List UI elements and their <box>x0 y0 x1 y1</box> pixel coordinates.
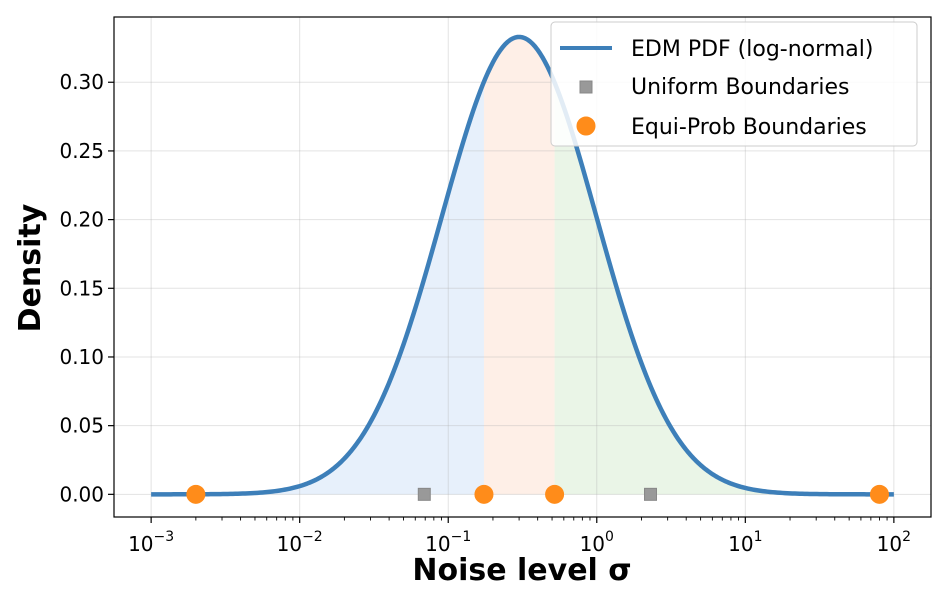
equiprob-boundary-marker-2 <box>474 484 494 504</box>
plot-frame <box>113 16 932 518</box>
legend-label-uniform: Uniform Boundaries <box>631 75 850 100</box>
pdf-curve-layer <box>151 34 894 497</box>
legend-circle-swatch <box>576 116 596 136</box>
equiprob-boundary-marker-1 <box>186 484 206 504</box>
x-tick-label-5: 101 <box>728 529 762 556</box>
x-tick-label-4: 100 <box>580 529 614 556</box>
equiprob-boundary-marker-4 <box>869 484 889 504</box>
uniform-boundary-marker-1 <box>417 487 431 501</box>
y-tick-label-3: 0.10 <box>59 345 104 369</box>
legend: EDM PDF (log-normal) Uniform Boundaries … <box>550 21 918 147</box>
y-tick-label-2: 0.05 <box>59 414 104 438</box>
axis-ticks: 10−3 10−2 10−1 100 101 102 0.00 0.05 0.10 0.15 0.2… <box>59 70 911 556</box>
legend-square-swatch <box>579 80 593 94</box>
shaded-region-2 <box>483 36 555 495</box>
uniform-boundary-marker-2 <box>644 487 658 501</box>
x-axis-label: Noise level σ <box>412 553 631 588</box>
y-tick-label-1: 0.00 <box>59 482 104 506</box>
y-tick-label-4: 0.15 <box>59 276 104 300</box>
x-tick-label-3: 10−1 <box>425 529 471 556</box>
legend-label-equiprob: Equi-Prob Boundaries <box>631 115 867 140</box>
shaded-region-3 <box>554 82 880 495</box>
y-axis-label: Density <box>13 203 48 332</box>
shaded-region-1 <box>195 81 484 495</box>
x-tick-label-2: 10−2 <box>277 529 323 556</box>
shaded-regions <box>195 36 880 495</box>
pdf-curve <box>151 34 894 497</box>
y-tick-label-7: 0.30 <box>59 70 104 94</box>
x-tick-label-1: 10−3 <box>128 529 174 556</box>
y-tick-label-6: 0.25 <box>59 139 104 163</box>
legend-box <box>550 21 918 147</box>
equiprob-boundary-marker-3 <box>545 484 565 504</box>
y-tick-label-5: 0.20 <box>59 208 104 232</box>
boundary-markers <box>186 484 889 504</box>
legend-label-pdf: EDM PDF (log-normal) <box>631 37 873 62</box>
x-tick-label-6: 102 <box>877 529 911 556</box>
